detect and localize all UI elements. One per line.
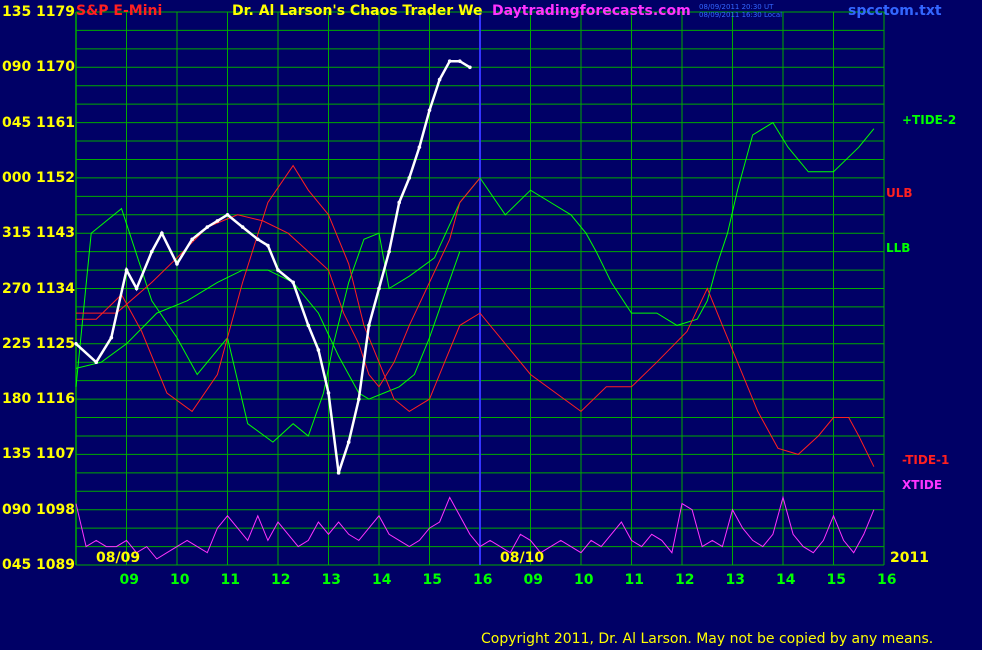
price-point (109, 335, 114, 340)
price-point (255, 237, 260, 242)
date-label-next: 08/10 (500, 550, 545, 566)
x-tick-label: 13 (725, 572, 745, 588)
price-point (417, 145, 422, 149)
site-name: Daytradingforecasts.com (492, 3, 691, 19)
y-tick-price: 1107 (36, 446, 75, 463)
price-point (377, 286, 381, 291)
y-tick-price: 1089 (36, 557, 75, 573)
x-tick-label: 15 (422, 572, 442, 588)
price-point (215, 219, 220, 223)
chart-grid (75, 11, 885, 566)
y-tick-price: 1152 (36, 169, 75, 186)
price-point (240, 225, 245, 229)
price-point (291, 280, 295, 285)
series-line-tide-1 (76, 164, 875, 467)
price-point (427, 108, 432, 113)
timestamp-ut: 08/09/2011 20:30 UT (699, 3, 774, 11)
x-tick-label: 10 (574, 572, 594, 588)
x-tick-label: 10 (170, 572, 190, 588)
y-tick-cycle: 135 (2, 446, 32, 463)
price-point (190, 237, 194, 242)
price-point (357, 397, 361, 401)
y-tick-price: 1179 (36, 4, 75, 20)
legend-llb: LLB (886, 241, 911, 255)
year-label: 2011 (890, 550, 929, 566)
series-line-ulb (76, 177, 481, 388)
x-tick-label: 11 (220, 572, 240, 588)
y-tick-cycle: 180 (2, 391, 32, 408)
price-point (306, 323, 311, 328)
price-point (458, 59, 462, 63)
chart-title: Dr. Al Larson's Chaos Trader We (232, 3, 483, 19)
price-point (407, 176, 412, 180)
x-tick-label: 16 (877, 572, 897, 588)
price-point (437, 77, 442, 82)
series-line-llb (75, 251, 461, 400)
price-point (225, 212, 230, 217)
price-point (94, 360, 98, 365)
price-point (397, 200, 402, 205)
x-tick-label: 12 (271, 572, 291, 588)
price-point (175, 262, 179, 266)
y-tick-price: 1143 (36, 225, 75, 242)
price-point (326, 391, 331, 395)
x-tick-label: 12 (675, 572, 695, 588)
y-tick-cycle: 270 (2, 280, 32, 297)
price-point (74, 342, 78, 346)
series-line-xtide (75, 495, 875, 560)
timestamp-local: 08/09/2011 16:30 Local (699, 11, 783, 19)
y-tick-cycle: 000 (2, 169, 32, 186)
price-point (447, 59, 452, 63)
price-point (346, 440, 351, 444)
x-tick-label: 16 (473, 572, 493, 588)
y-tick-cycle: 045 (2, 557, 32, 573)
x-tick-label: 13 (321, 572, 341, 588)
price-point (124, 268, 129, 272)
price-point (266, 243, 270, 248)
price-point (205, 225, 210, 229)
y-tick-cycle: 135 (2, 4, 32, 20)
y-tick-cycle: 090 (2, 501, 32, 518)
x-tick-label: 15 (826, 572, 846, 588)
x-tick-label: 14 (372, 572, 392, 588)
price-point (160, 231, 164, 235)
price-point (387, 249, 391, 254)
legend-tide-2: +TIDE-2 (902, 113, 957, 127)
instrument-title: S&P E-Mini (76, 3, 163, 19)
x-tick-label: 11 (624, 572, 644, 588)
chart-series (74, 59, 875, 560)
price-point (336, 471, 341, 475)
legend-xtide: XTIDE (902, 478, 943, 492)
legend-ulb: ULB (886, 186, 913, 200)
y-tick-price: 1161 (36, 114, 75, 131)
price-point (276, 268, 280, 272)
y-tick-cycle: 225 (2, 335, 32, 352)
y-tick-cycle: 090 (2, 59, 32, 76)
y-tick-price: 1134 (36, 280, 75, 297)
legend-tide-1: -TIDE-1 (902, 453, 950, 467)
y-tick-price: 1116 (36, 391, 75, 408)
y-tick-price: 1098 (36, 501, 75, 518)
date-label-start: 08/09 (96, 550, 141, 566)
price-point (149, 249, 154, 254)
price-line (75, 59, 471, 474)
y-tick-price: 1170 (36, 59, 75, 76)
x-tick-label: 09 (523, 572, 543, 588)
price-point (134, 286, 139, 291)
y-tick-cycle: 315 (2, 225, 32, 242)
price-point (468, 65, 472, 70)
series-line-tide-2 (75, 121, 875, 443)
y-tick-price: 1125 (36, 335, 75, 352)
y-tick-cycle: 045 (2, 114, 32, 131)
price-point (367, 323, 371, 328)
data-filename: spcctom.txt (848, 3, 942, 19)
copyright-notice: Copyright 2011, Dr. Al Larson. May not b… (481, 631, 934, 647)
price-point (316, 348, 321, 352)
x-tick-label: 09 (119, 572, 139, 588)
x-tick-label: 14 (776, 572, 796, 588)
